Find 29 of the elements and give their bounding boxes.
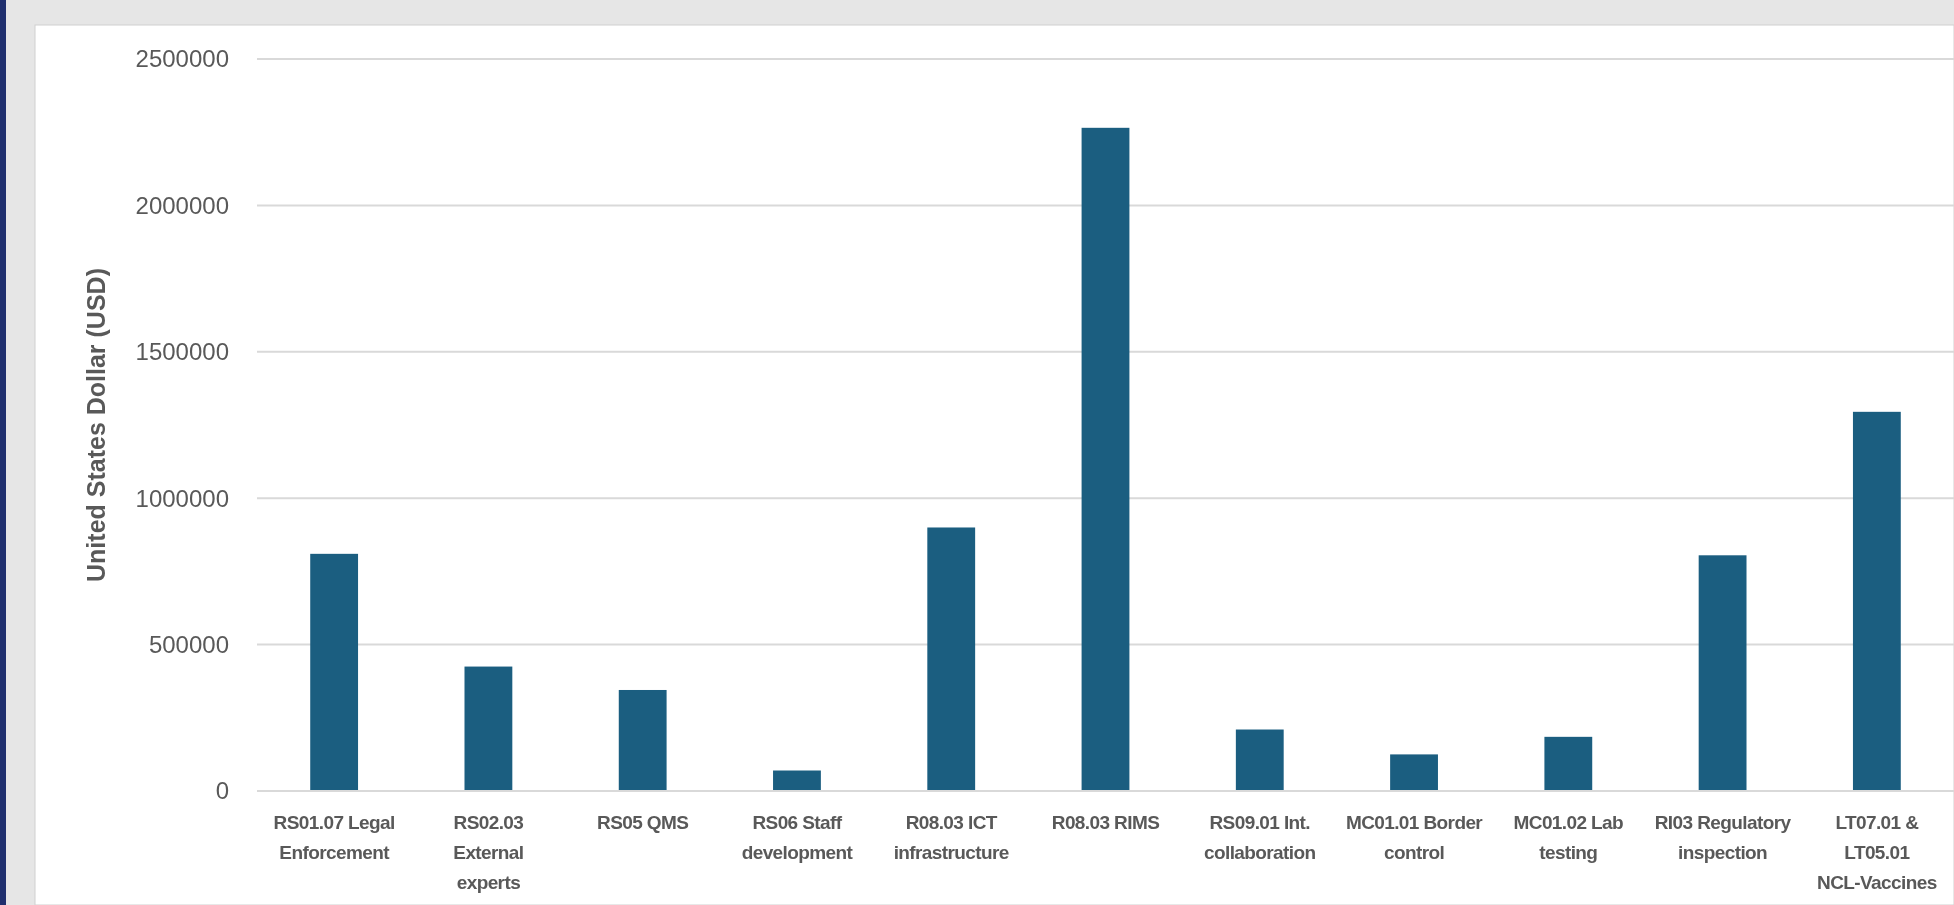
bar [1390,754,1438,791]
bar [1544,736,1593,791]
bar [1852,411,1901,791]
bar [773,770,821,791]
y-tick-label: 500000 [148,631,229,658]
x-tick-label: R08.03 RIMS [1051,812,1160,833]
x-tick-label: R08.03 ICT infrastructure [893,812,1009,863]
y-tick-label: 2000000 [135,191,229,219]
x-tick-label: RS05 QMS [597,812,689,833]
y-tick-label: 1000000 [135,484,229,512]
bar [1235,729,1284,791]
y-tick-label: 1500000 [135,338,229,366]
bar [618,689,667,791]
y-tick-label: 2500000 [135,45,229,73]
bar [927,527,976,791]
x-tick-label: RS09.01 Int. collaboration [1204,812,1316,863]
bar [310,553,359,791]
x-tick-label: RI03 Regulatory inspection [1654,812,1792,863]
bar [1698,555,1747,791]
x-tick-label: MC01.01 Border control [1345,812,1484,863]
x-tick-label: MC01.02 Lab testing [1513,812,1624,863]
x-tick-label: LT07.01 & LT05.01 NCL-Vaccines [1817,812,1937,893]
y-tick-label: 0 [215,777,229,805]
x-tick-label: RS01.07 Legal Enforcement [273,812,395,863]
bar [464,666,513,791]
y-axis-title: United States Dollar (USD) [82,268,110,582]
x-tick-label: RS06 Staff development [741,812,854,863]
x-tick-label: RS02.03 External experts [453,812,524,893]
bar [1081,127,1130,791]
